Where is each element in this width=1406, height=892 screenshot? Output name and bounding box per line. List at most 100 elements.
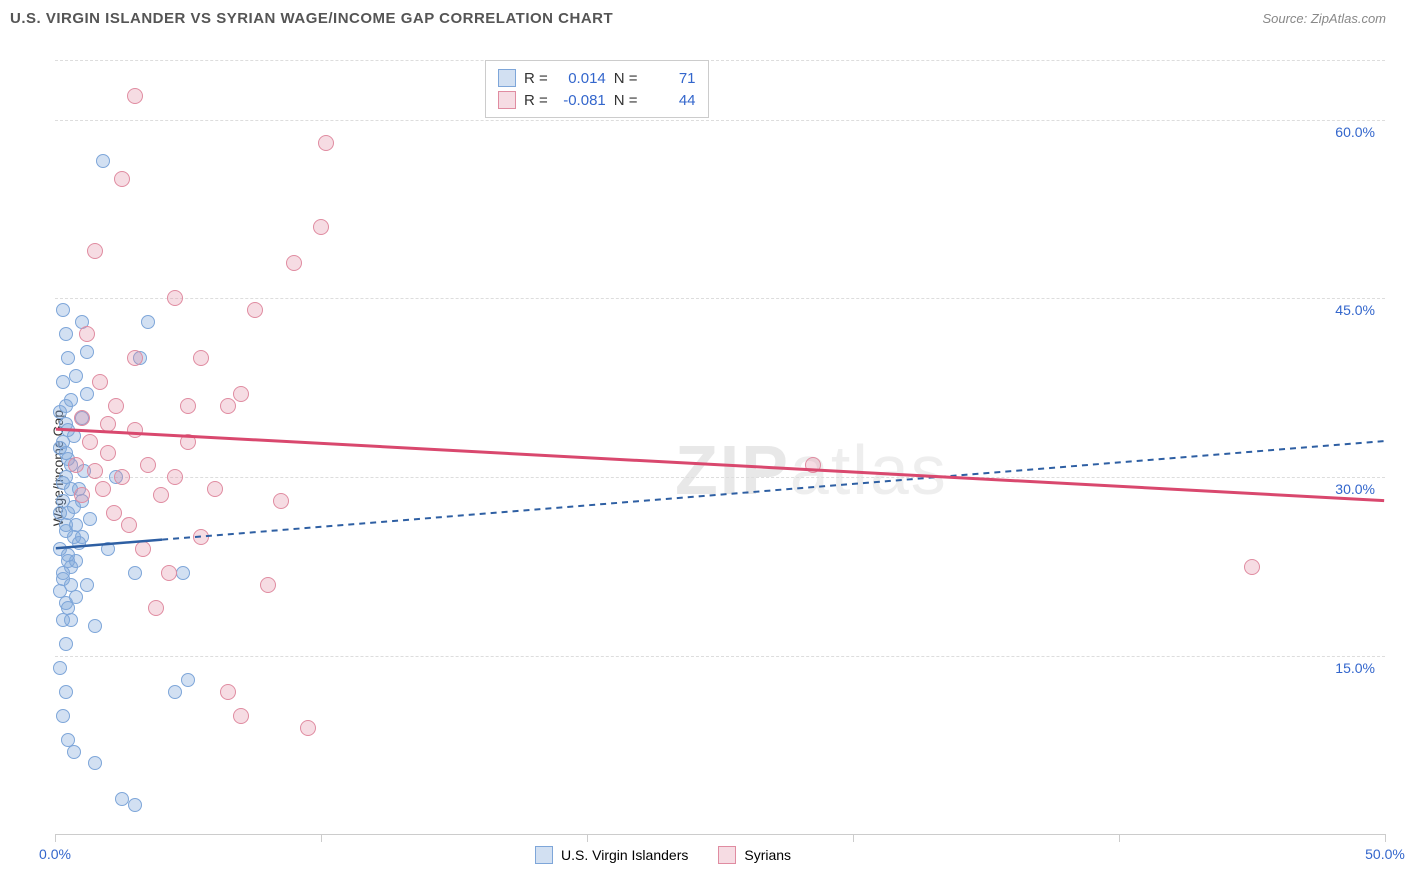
scatter-point-series2 [79,326,95,342]
scatter-point-series1 [181,673,195,687]
scatter-point-series1 [64,613,78,627]
scatter-point-series2 [140,457,156,473]
scatter-point-series1 [59,327,73,341]
x-tick [1119,834,1120,842]
gridline-h [55,60,1385,61]
scatter-point-series2 [220,398,236,414]
scatter-point-series1 [141,315,155,329]
scatter-point-series2 [180,398,196,414]
regression-lines [55,60,1385,834]
scatter-point-series2 [127,350,143,366]
scatter-point-series1 [88,619,102,633]
scatter-point-series1 [53,506,67,520]
bottom-legend: U.S. Virgin Islanders Syrians [535,846,791,864]
scatter-point-series1 [56,375,70,389]
scatter-point-series1 [128,798,142,812]
scatter-point-series2 [153,487,169,503]
scatter-point-series1 [80,578,94,592]
scatter-point-series1 [168,685,182,699]
scatter-point-series2 [100,445,116,461]
scatter-point-series1 [88,756,102,770]
scatter-point-series2 [92,374,108,390]
scatter-point-series2 [260,577,276,593]
legend-swatch-series2 [718,846,736,864]
watermark-bold: ZIP [675,431,790,509]
scatter-point-series1 [59,417,73,431]
scatter-point-series2 [68,457,84,473]
scatter-point-series1 [64,393,78,407]
scatter-point-series2 [1244,559,1260,575]
stats-row-series1: R = 0.014 N = 71 [498,67,696,89]
chart-title: U.S. VIRGIN ISLANDER VS SYRIAN WAGE/INCO… [10,10,613,27]
source-attribution: Source: ZipAtlas.com [1262,11,1386,26]
scatter-point-series2 [233,386,249,402]
scatter-point-series1 [59,524,73,538]
scatter-point-series2 [805,457,821,473]
scatter-point-series1 [80,387,94,401]
stats-row-series2: R = -0.081 N = 44 [498,89,696,111]
legend-swatch-series1 [535,846,553,864]
scatter-point-series2 [180,434,196,450]
scatter-point-series2 [148,600,164,616]
r-value-1: 0.014 [556,70,606,87]
scatter-point-series1 [67,429,81,443]
x-tick [55,834,56,842]
r-label-2: R = [524,92,548,109]
scatter-point-series2 [74,410,90,426]
y-tick-label: 30.0% [1335,481,1375,497]
scatter-point-series1 [53,441,67,455]
r-label-1: R = [524,70,548,87]
y-tick-label: 45.0% [1335,302,1375,318]
scatter-point-series2 [87,463,103,479]
scatter-point-series2 [233,708,249,724]
scatter-point-series1 [56,476,70,490]
scatter-point-series2 [167,290,183,306]
scatter-point-series2 [95,481,111,497]
scatter-point-series1 [53,661,67,675]
scatter-point-series1 [69,369,83,383]
scatter-point-series1 [83,512,97,526]
plot-area: ZIPatlas 15.0%30.0%45.0%60.0%0.0%50.0% R… [55,60,1385,835]
scatter-point-series2 [127,88,143,104]
scatter-point-series2 [87,243,103,259]
regression-line-series2 [56,429,1384,500]
scatter-point-series2 [167,469,183,485]
legend-item-series1: U.S. Virgin Islanders [535,846,688,864]
stats-box: R = 0.014 N = 71 R = -0.081 N = 44 [485,60,709,118]
x-tick-label: 0.0% [39,846,71,862]
scatter-point-series1 [56,572,70,586]
scatter-point-series1 [67,745,81,759]
scatter-point-series2 [207,481,223,497]
r-value-2: -0.081 [556,92,606,109]
gridline-h [55,656,1385,657]
scatter-point-series1 [61,351,75,365]
scatter-point-series1 [75,530,89,544]
scatter-point-series2 [106,505,122,521]
legend-label-series1: U.S. Virgin Islanders [561,847,688,863]
n-value-2: 44 [646,92,696,109]
scatter-point-series1 [59,596,73,610]
chart-container: Wage/Income Gap ZIPatlas 15.0%30.0%45.0%… [10,40,1396,880]
scatter-point-series2 [273,493,289,509]
scatter-point-series2 [100,416,116,432]
scatter-point-series1 [59,637,73,651]
scatter-point-series2 [127,422,143,438]
x-tick [853,834,854,842]
scatter-point-series1 [96,154,110,168]
scatter-point-series1 [56,709,70,723]
n-label-2: N = [614,92,638,109]
scatter-point-series2 [193,529,209,545]
scatter-point-series2 [135,541,151,557]
x-tick [587,834,588,842]
scatter-point-series2 [108,398,124,414]
gridline-h [55,477,1385,478]
y-tick-label: 15.0% [1335,660,1375,676]
scatter-point-series2 [82,434,98,450]
scatter-point-series2 [161,565,177,581]
legend-label-series2: Syrians [744,847,791,863]
regression-line-dashed-series1 [162,441,1384,540]
scatter-point-series2 [74,487,90,503]
x-tick [1385,834,1386,842]
scatter-point-series2 [286,255,302,271]
scatter-point-series2 [121,517,137,533]
